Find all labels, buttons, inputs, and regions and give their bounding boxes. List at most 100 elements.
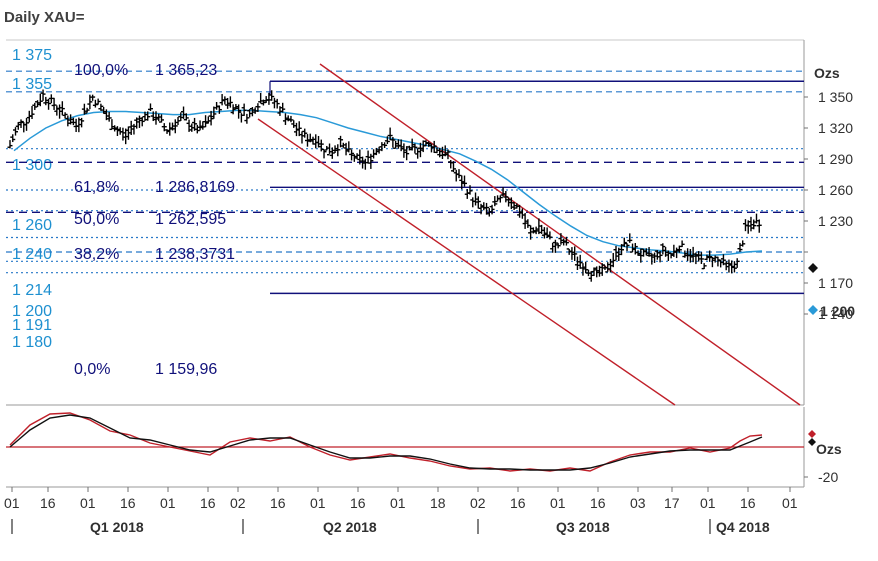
price-bar	[318, 139, 324, 152]
time-tick-label: 16	[590, 495, 606, 511]
level-label: 1 260	[12, 217, 52, 234]
level-label: 1 214	[12, 282, 52, 299]
time-tick-label: 01	[310, 495, 326, 511]
price-bar	[7, 140, 13, 149]
price-bar	[756, 219, 762, 233]
price-bar	[238, 111, 244, 123]
price-bar	[211, 106, 217, 119]
price-bar	[585, 269, 591, 277]
price-bar	[316, 135, 322, 148]
price-bar	[189, 123, 195, 132]
fib-percent: 38,2%	[74, 246, 119, 263]
quarter-label: Q4 2018	[716, 519, 770, 535]
price-axis: Ozs 1 350 1 320 1 290 1 260 1 230 1 170 1 1401 …	[804, 65, 855, 322]
price-bar	[550, 242, 556, 253]
price-bar	[10, 134, 16, 143]
time-tick-label: 16	[120, 495, 136, 511]
price-bar	[183, 113, 189, 121]
price-bar	[106, 111, 112, 122]
quarter-label: Q2 2018	[323, 519, 377, 535]
price-bar	[48, 94, 54, 104]
price-bar	[24, 118, 30, 131]
level-label: 1 300	[12, 157, 52, 174]
level-label: 1 191	[12, 317, 52, 334]
price-bar	[541, 227, 547, 239]
price-bar	[194, 124, 200, 134]
time-tick-label: 01	[4, 495, 20, 511]
price-bar	[387, 127, 393, 141]
price-bar	[40, 89, 46, 101]
price-bar	[338, 135, 344, 148]
price-bar	[329, 147, 335, 159]
price-bar	[448, 159, 454, 169]
price-bar	[288, 115, 294, 123]
price-bar	[222, 96, 228, 105]
price-bar	[583, 261, 589, 274]
time-tick-label: 16	[200, 495, 216, 511]
price-bar	[200, 121, 206, 130]
price-bar	[577, 254, 583, 269]
price-bar	[621, 237, 627, 247]
price-bar	[382, 142, 388, 148]
time-tick-label: 18	[430, 495, 446, 511]
price-tick-label: 1 290	[818, 151, 853, 167]
price-bar	[274, 98, 280, 109]
price-bar	[46, 98, 52, 110]
time-tick-label: 16	[40, 495, 56, 511]
price-bar	[470, 197, 476, 208]
price-bar	[70, 117, 76, 126]
price-bar	[376, 146, 382, 154]
price-bar	[547, 231, 553, 240]
trend-channel	[257, 63, 801, 406]
price-bar	[475, 196, 481, 209]
price-bar	[384, 136, 390, 145]
price-bar	[109, 119, 115, 131]
price-bar	[676, 245, 682, 253]
chart-title: Daily XAU=	[4, 9, 85, 26]
time-tick-label: 02	[470, 495, 486, 511]
price-bar	[302, 128, 308, 138]
price-bar	[21, 120, 27, 133]
time-tick-label: 16	[510, 495, 526, 511]
price-bar	[37, 93, 43, 107]
price-unit-label: Ozs	[814, 65, 840, 81]
fib-value: 1 238,3731	[155, 246, 235, 263]
fib-value: 1 286,8169	[155, 179, 235, 196]
price-bar	[95, 98, 101, 106]
price-bar	[219, 94, 225, 106]
last-close-marker	[808, 263, 818, 273]
price-bar	[426, 141, 432, 147]
price-bar	[51, 97, 57, 110]
price-bar	[98, 103, 104, 111]
price-bar	[208, 110, 214, 126]
price-bar	[321, 148, 327, 159]
price-tick-label: 1 260	[818, 182, 853, 198]
price-bar	[114, 126, 120, 136]
price-bar	[707, 250, 713, 262]
osc-red-marker	[808, 430, 816, 438]
price-bar	[145, 111, 151, 121]
price-bar	[445, 149, 451, 160]
time-tick-label: 01	[550, 495, 566, 511]
price-bar	[572, 246, 578, 261]
price-bar	[241, 103, 247, 116]
level-label: 1 375	[12, 47, 52, 64]
price-bar	[18, 119, 24, 128]
price-bar	[720, 254, 726, 266]
price-bar	[349, 149, 355, 161]
price-bar	[489, 204, 495, 215]
price-bar	[723, 261, 729, 271]
price-bar	[280, 102, 286, 113]
price-tick-label: 1 350	[818, 89, 853, 105]
price-bar	[412, 143, 418, 154]
time-tick-label: 02	[230, 495, 246, 511]
price-tick-label: 1 230	[818, 213, 853, 229]
price-series	[7, 89, 762, 282]
price-bar	[401, 143, 407, 158]
price-bar	[362, 158, 368, 170]
price-bar	[84, 107, 90, 114]
price-bar	[87, 94, 93, 110]
price-bar	[698, 252, 704, 264]
channel-line	[319, 63, 801, 406]
price-bar	[657, 250, 663, 263]
